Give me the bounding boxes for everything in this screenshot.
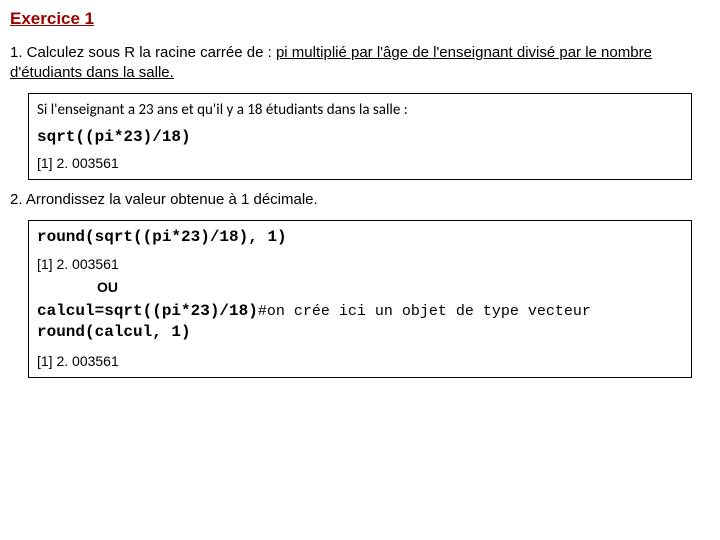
q1-prefix: 1. Calculez sous R la racine carrée de : bbox=[10, 44, 276, 61]
question-1: 1. Calculez sous R la racine carrée de :… bbox=[10, 43, 710, 84]
q2-code2-block: calcul=sqrt((pi*23)/18)#on crée ici un o… bbox=[37, 301, 683, 323]
q2-code1: round(sqrt((pi*23)/18), 1) bbox=[37, 227, 683, 249]
q2-result2-label: [1] bbox=[37, 353, 53, 369]
q2-code2a-comment: #on crée ici un objet de type vecteur bbox=[258, 303, 591, 320]
q2-result2: [1] 2. 003561 bbox=[37, 352, 683, 371]
q2-code2b: round(calcul, 1) bbox=[37, 322, 683, 344]
q1-code: sqrt((pi*23)/18) bbox=[37, 127, 683, 149]
exercise-title: Exercice 1 bbox=[10, 8, 710, 31]
question-2: 2. Arrondissez la valeur obtenue à 1 déc… bbox=[10, 190, 710, 210]
q1-result-label: [1] bbox=[37, 155, 53, 171]
answer-box-1: Si l'enseignant a 23 ans et qu'il y a 18… bbox=[28, 93, 692, 180]
q2-result1-value: 2. 003561 bbox=[56, 256, 118, 272]
q2-result1: [1] 2. 003561 bbox=[37, 255, 683, 274]
ou-label: OU bbox=[97, 278, 683, 297]
q2-result2-value: 2. 003561 bbox=[56, 353, 118, 369]
q1-prelude: Si l'enseignant a 23 ans et qu'il y a 18… bbox=[37, 100, 683, 120]
answer-box-2: round(sqrt((pi*23)/18), 1) [1] 2. 003561… bbox=[28, 220, 692, 377]
q1-result-value: 2. 003561 bbox=[56, 155, 118, 171]
q2-result1-label: [1] bbox=[37, 256, 53, 272]
q2-code2a: calcul=sqrt((pi*23)/18) bbox=[37, 302, 258, 320]
q1-result: [1] 2. 003561 bbox=[37, 154, 683, 173]
